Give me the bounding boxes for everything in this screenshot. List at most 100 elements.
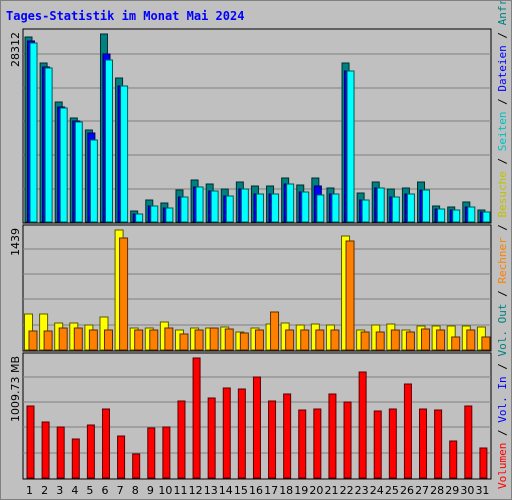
vertical-legend: Volumen / Vol. In / Vol. Out / Rechner /… — [496, 1, 509, 489]
day-label-4: 4 — [71, 484, 78, 497]
legend-part: / — [496, 92, 509, 112]
legend-part: Dateien — [496, 45, 509, 91]
day-label-5: 5 — [86, 484, 93, 497]
bar-seiten-day-10 — [165, 207, 174, 223]
bar-rechner-day-2 — [43, 330, 53, 351]
bar-seiten-day-12 — [195, 186, 204, 223]
day-label-9: 9 — [147, 484, 154, 497]
bar-rechner-day-21 — [330, 329, 340, 351]
bar-rechner-day-11 — [179, 333, 189, 351]
day-label-25: 25 — [385, 484, 399, 497]
legend-part: Rechner — [496, 237, 509, 284]
chart-title: Tages-Statistik im Monat Mai 2024 — [6, 9, 245, 23]
bar-rechner-day-19 — [300, 329, 310, 351]
day-label-7: 7 — [117, 484, 124, 497]
bar-volumen-day-6 — [101, 408, 110, 479]
bar-seiten-day-25 — [391, 196, 400, 223]
bar-rechner-day-27 — [421, 328, 431, 351]
bar-seiten-day-26 — [406, 193, 415, 223]
bar-volumen-day-28 — [434, 409, 443, 479]
bar-rechner-day-3 — [58, 327, 68, 351]
bar-seiten-day-23 — [361, 199, 370, 223]
bar-rechner-day-4 — [73, 327, 83, 351]
bar-volumen-day-26 — [403, 383, 412, 479]
panel-middle: 1439 — [9, 224, 492, 352]
bar-seiten-day-15 — [240, 188, 249, 223]
bar-seiten-day-5 — [89, 139, 98, 223]
bar-seiten-day-3 — [59, 107, 68, 223]
day-label-3: 3 — [56, 484, 63, 497]
legend-part: Besuche — [496, 171, 509, 217]
bar-volumen-day-11 — [177, 400, 186, 479]
bar-seiten-day-18 — [286, 183, 295, 223]
bar-seiten-day-24 — [376, 187, 385, 223]
panel-top: 28312 — [9, 28, 492, 224]
bar-volumen-day-21 — [328, 393, 337, 479]
bar-rechner-day-25 — [390, 329, 400, 351]
bar-volumen-day-17 — [268, 400, 277, 479]
bar-volumen-day-14 — [222, 387, 231, 479]
bar-rechner-day-17 — [270, 311, 280, 351]
legend-part: Seiten — [496, 111, 509, 151]
bar-seiten-day-27 — [422, 189, 431, 223]
bar-seiten-day-9 — [150, 205, 159, 223]
bar-volumen-day-18 — [283, 393, 292, 479]
bar-rechner-day-26 — [405, 331, 415, 351]
bar-volumen-day-3 — [56, 426, 65, 479]
day-label-16: 16 — [249, 484, 263, 497]
bar-volumen-day-12 — [192, 357, 201, 479]
bar-volumen-day-1 — [26, 405, 35, 479]
bar-volumen-day-5 — [86, 424, 95, 479]
bar-seiten-day-6 — [104, 59, 113, 223]
bar-rechner-day-5 — [88, 329, 98, 351]
day-label-1: 1 — [26, 484, 33, 497]
bar-rechner-day-20 — [315, 329, 325, 351]
max-value-label: 1009.73 MB — [9, 356, 22, 422]
bar-volumen-day-19 — [298, 409, 307, 479]
day-label-8: 8 — [132, 484, 139, 497]
day-label-19: 19 — [294, 484, 308, 497]
legend-part: Anfragen — [496, 1, 509, 25]
bar-seiten-day-1 — [29, 42, 38, 223]
bar-volumen-day-8 — [132, 453, 141, 479]
bar-seiten-day-31 — [482, 211, 491, 223]
bar-rechner-day-8 — [134, 329, 144, 351]
bar-volumen-day-7 — [117, 435, 126, 479]
bar-volumen-day-30 — [464, 405, 473, 479]
bar-seiten-day-20 — [316, 194, 325, 223]
legend-part: Vol. In — [496, 376, 509, 422]
day-label-20: 20 — [309, 484, 323, 497]
day-label-10: 10 — [158, 484, 172, 497]
day-label-15: 15 — [234, 484, 248, 497]
bar-volumen-day-9 — [147, 427, 156, 479]
legend-part: / — [496, 357, 509, 377]
day-label-31: 31 — [475, 484, 489, 497]
bar-volumen-day-13 — [207, 397, 216, 479]
day-label-21: 21 — [324, 484, 338, 497]
bar-seiten-day-11 — [180, 196, 189, 223]
legend-part: / — [496, 25, 509, 45]
max-value-label: 28312 — [9, 32, 22, 67]
bar-seiten-day-17 — [271, 193, 280, 223]
bar-volumen-day-31 — [479, 447, 488, 479]
bar-rechner-day-29 — [451, 336, 461, 351]
bar-seiten-day-14 — [225, 195, 234, 223]
day-label-18: 18 — [279, 484, 293, 497]
bar-rechner-day-10 — [164, 327, 174, 351]
day-label-30: 30 — [460, 484, 474, 497]
bar-rechner-day-1 — [28, 330, 38, 351]
day-label-12: 12 — [189, 484, 203, 497]
day-label-14: 14 — [219, 484, 233, 497]
bar-volumen-day-20 — [313, 408, 322, 479]
panel-bottom: 1009.73 MB — [9, 352, 492, 480]
bar-rechner-day-14 — [224, 328, 234, 351]
day-label-23: 23 — [355, 484, 369, 497]
legend-part: / — [496, 423, 509, 443]
bar-volumen-day-23 — [358, 371, 367, 479]
bar-seiten-day-21 — [331, 193, 340, 223]
bar-seiten-day-8 — [135, 213, 144, 223]
bar-volumen-day-25 — [388, 408, 397, 479]
bar-rechner-day-6 — [103, 329, 113, 351]
bar-volumen-day-4 — [71, 438, 80, 479]
